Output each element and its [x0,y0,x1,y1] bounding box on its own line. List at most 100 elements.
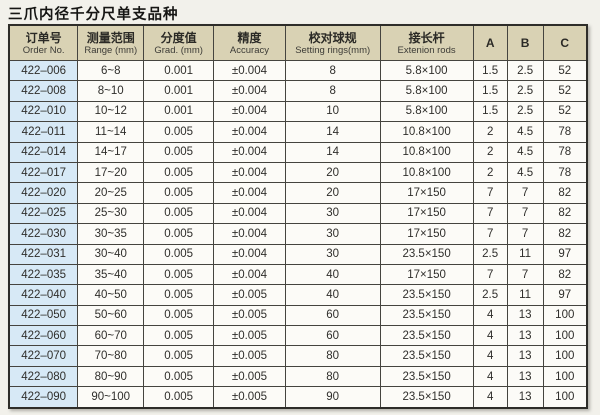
header-dim-a-label: A [485,36,495,50]
accuracy-cell: ±0.004 [213,59,286,82]
extension-rod-cell: 23.5×150 [379,325,474,347]
page-title: 三爪内径千分尺单支品种 [8,7,179,23]
dim-a-cell: 1.5 [472,80,508,102]
header-accuracy-en: Accuracy [229,44,269,56]
dim-b-cell: 13 [506,386,544,409]
extension-rod-cell: 23.5×150 [379,365,474,388]
header-range-cn: 测量范围 [86,30,135,45]
extension-rod-cell: 5.8×100 [379,59,474,82]
extension-rod-cell: 17×150 [379,202,474,225]
dim-a-cell: 4 [472,325,508,347]
range-cell: 11~14 [77,121,145,143]
dim-c-cell: 100 [542,325,588,347]
dim-b-cell: 4.5 [506,141,544,163]
table-row: 422–020 20~25 0.005 ±0.004 20 17×150 7 7 82 [8,182,588,204]
extension-rod-cell: 23.5×150 [379,345,474,367]
setting-ring-cell: 14 [284,141,381,163]
range-cell: 30~35 [77,223,145,245]
order-no-cell: 422–010 [8,100,79,123]
graduation-cell: 0.005 [143,243,215,265]
header-graduation-en: Grad. (mm) [154,44,203,56]
graduation-cell: 0.005 [143,304,215,327]
graduation-cell: 0.005 [143,284,215,306]
dim-c-cell: 78 [542,121,588,143]
dim-b-cell: 13 [506,365,544,388]
accuracy-cell: ±0.005 [213,345,286,367]
order-no-cell: 422–035 [8,263,79,286]
header-dim-b-label: B [520,36,530,50]
graduation-cell: 0.005 [143,202,215,225]
dim-a-cell: 4 [472,365,508,388]
table-row: 422–017 17~20 0.005 ±0.004 20 10.8×100 2 4.5 78 [8,161,588,184]
dim-a-cell: 2.5 [472,243,508,265]
header-extension-rods: 接长杆 Extenion rods [379,24,474,61]
table-header: 订单号 Order No. 测量范围 Range (mm) 分度值 Grad. … [8,24,588,61]
dim-a-cell: 2 [472,121,508,143]
extension-rod-cell: 10.8×100 [379,161,474,184]
dim-c-cell: 52 [542,59,588,82]
accuracy-cell: ±0.005 [213,284,286,306]
extension-rod-cell: 17×150 [379,263,474,286]
setting-ring-cell: 10 [284,100,381,123]
dim-b-cell: 13 [506,304,544,327]
dim-c-cell: 52 [542,80,588,102]
table-row: 422–014 14~17 0.005 ±0.004 14 10.8×100 2 4.5 78 [8,141,588,163]
table-row: 422–035 35~40 0.005 ±0.004 40 17×150 7 7 82 [8,263,588,286]
dim-c-cell: 100 [542,386,588,409]
graduation-cell: 0.005 [143,345,215,367]
order-no-cell: 422–014 [8,141,79,163]
extension-rod-cell: 10.8×100 [379,121,474,143]
table-row: 422–060 60~70 0.005 ±0.005 60 23.5×150 4 13 100 [8,325,588,347]
header-graduation: 分度值 Grad. (mm) [143,24,215,61]
table-row: 422–090 90~100 0.005 ±0.005 90 23.5×150 4 13 100 [8,386,588,409]
accuracy-cell: ±0.004 [213,80,286,102]
header-row: 订单号 Order No. 测量范围 Range (mm) 分度值 Grad. … [8,24,588,61]
extension-rod-cell: 23.5×150 [379,243,474,265]
order-no-cell: 422–060 [8,325,79,347]
order-no-cell: 422–017 [8,161,79,184]
header-accuracy: 精度 Accuracy [213,24,286,61]
dim-c-cell: 52 [542,100,588,123]
extension-rod-cell: 5.8×100 [379,100,474,123]
dim-b-cell: 13 [506,325,544,347]
header-dim-b: B [506,24,544,61]
setting-ring-cell: 30 [284,243,381,265]
range-cell: 10~12 [77,100,145,123]
graduation-cell: 0.001 [143,80,215,102]
dim-b-cell: 7 [506,182,544,204]
range-cell: 20~25 [77,182,145,204]
extension-rod-cell: 5.8×100 [379,80,474,102]
range-cell: 17~20 [77,161,145,184]
range-cell: 50~60 [77,304,145,327]
setting-ring-cell: 80 [284,365,381,388]
order-no-cell: 422–070 [8,345,79,367]
extension-rod-cell: 17×150 [379,223,474,245]
order-no-cell: 422–080 [8,365,79,388]
dim-c-cell: 82 [542,182,588,204]
dim-b-cell: 7 [506,263,544,286]
range-cell: 14~17 [77,141,145,163]
header-order-no: 订单号 Order No. [8,24,79,61]
graduation-cell: 0.005 [143,365,215,388]
dim-b-cell: 2.5 [506,59,544,82]
dim-c-cell: 78 [542,161,588,184]
order-no-cell: 422–040 [8,284,79,306]
table-row: 422–010 10~12 0.001 ±0.004 10 5.8×100 1.5 2.5 52 [8,100,588,123]
header-dim-c-label: C [560,36,570,50]
extension-rod-cell: 23.5×150 [379,386,474,409]
range-cell: 60~70 [77,325,145,347]
header-setting-rings: 校对球规 Setting rings(mm) [284,24,381,61]
order-no-cell: 422–008 [8,80,79,102]
order-no-cell: 422–090 [8,386,79,409]
dim-c-cell: 82 [542,263,588,286]
extension-rod-cell: 17×150 [379,182,474,204]
dim-a-cell: 7 [472,263,508,286]
dim-c-cell: 78 [542,141,588,163]
dim-a-cell: 4 [472,386,508,409]
table-row: 422–040 40~50 0.005 ±0.005 40 23.5×150 2.5 11 97 [8,284,588,306]
range-cell: 80~90 [77,365,145,388]
dim-a-cell: 7 [472,202,508,225]
header-order-no-cn: 订单号 [25,30,62,45]
dim-c-cell: 100 [542,304,588,327]
table-row: 422–070 70~80 0.005 ±0.005 80 23.5×150 4 13 100 [8,345,588,367]
